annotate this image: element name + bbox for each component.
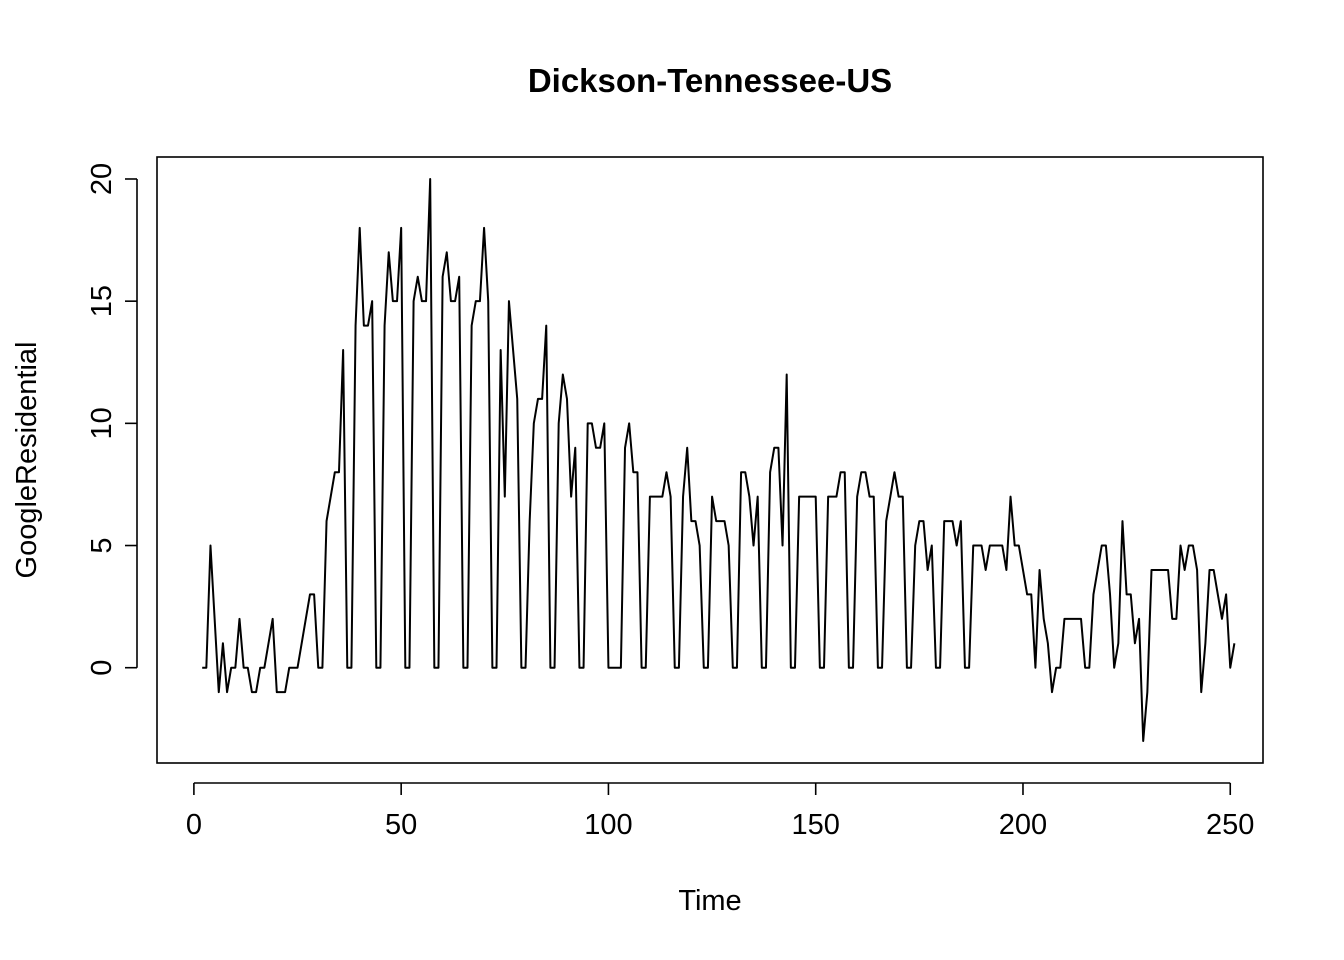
y-tick-label: 15 — [86, 285, 118, 317]
y-tick-label: 0 — [86, 660, 118, 676]
y-tick-label: 5 — [86, 537, 118, 553]
x-tick-label: 200 — [999, 809, 1047, 841]
chart-title: Dickson-Tennessee-US — [528, 62, 892, 99]
x-axis-label: Time — [678, 885, 741, 917]
y-tick-label: 20 — [86, 163, 118, 195]
y-tick-label: 10 — [86, 407, 118, 439]
x-tick-label: 100 — [584, 809, 632, 841]
series-line — [202, 177, 1236, 743]
y-axis: 0 5 10 15 20 — [86, 163, 138, 676]
x-axis: 0 50 100 150 200 250 — [186, 782, 1254, 841]
x-tick-label: 150 — [792, 809, 840, 841]
y-axis-label: GoogleResidential — [11, 342, 43, 579]
plot-frame — [156, 156, 1264, 764]
x-tick-label: 0 — [186, 809, 202, 841]
x-tick-label: 250 — [1206, 809, 1254, 841]
x-tick-label: 50 — [385, 809, 417, 841]
